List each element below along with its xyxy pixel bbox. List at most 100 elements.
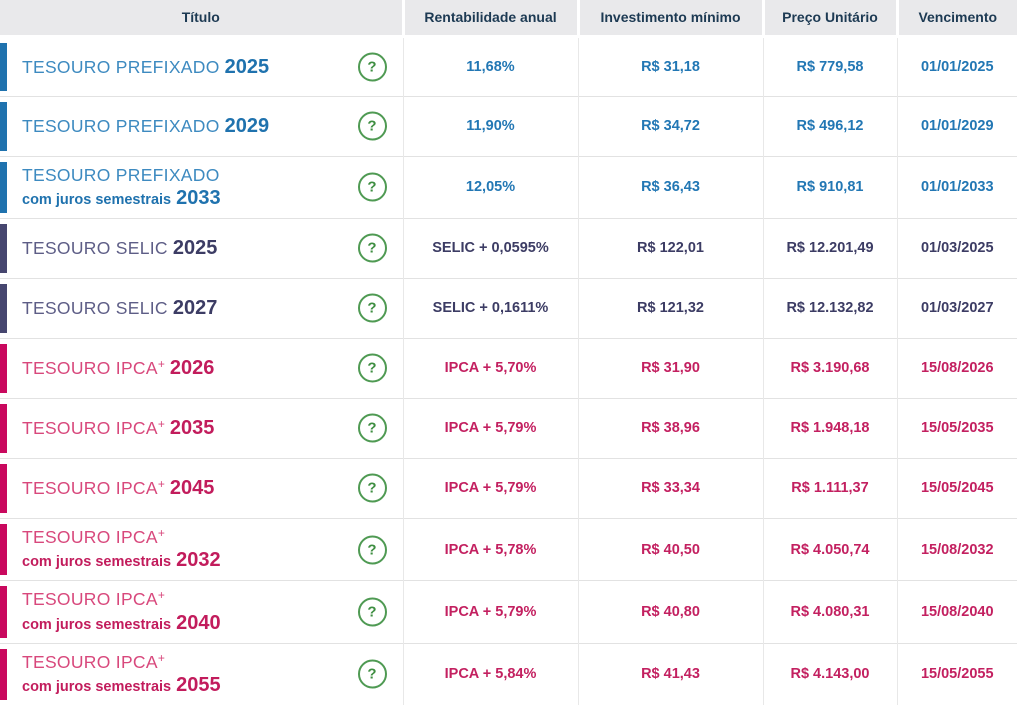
- bond-color-bar: [0, 283, 7, 333]
- maturity-date-value: 15/05/2045: [896, 457, 1017, 519]
- minimum-investment-value: R$ 33,34: [577, 457, 763, 519]
- bond-subtitle-line: com juros semestrais 2055: [22, 673, 351, 697]
- help-icon[interactable]: ?: [357, 597, 387, 627]
- maturity-date-value: 15/08/2032: [896, 517, 1017, 581]
- bond-year: 2027: [172, 297, 218, 320]
- unit-price-value: R$ 779,58: [762, 36, 897, 96]
- bond-color-bar: [0, 223, 7, 273]
- help-icon[interactable]: ?: [357, 473, 387, 503]
- bond-plus-superscript: +: [157, 417, 165, 432]
- unit-price-value: R$ 4.143,00: [762, 642, 897, 706]
- table-header: Título Rentabilidade anual Investimento …: [0, 0, 1017, 38]
- bond-year: 2029: [224, 115, 270, 137]
- bond-title-cell: TESOURO IPCA+ com juros semestrais 2055 ?: [0, 642, 403, 706]
- bond-title-cell: TESOURO IPCA+ 2035 ?: [0, 397, 403, 459]
- unit-price-value: R$ 4.080,31: [762, 580, 897, 644]
- help-icon[interactable]: ?: [357, 172, 387, 202]
- column-header-investimento-minimo: Investimento mínimo: [576, 0, 763, 38]
- help-icon[interactable]: ?: [357, 353, 387, 383]
- bond-year: 2033: [176, 186, 221, 209]
- bond-name: TESOURO IPCA: [22, 589, 158, 610]
- bond-plus-superscript: +: [157, 588, 165, 603]
- table-row[interactable]: TESOURO PREFIXADO 2025 ? 11,68% R$ 31,18 …: [0, 36, 1017, 96]
- minimum-investment-value: R$ 122,01: [577, 217, 763, 279]
- table-row[interactable]: TESOURO IPCA+ com juros semestrais 2032 ?…: [0, 517, 1017, 581]
- unit-price-value: R$ 1.948,18: [762, 397, 897, 459]
- bond-name: TESOURO IPCA: [22, 358, 158, 379]
- maturity-date-value: 15/05/2035: [896, 397, 1017, 459]
- bond-year: 2032: [176, 549, 221, 572]
- help-icon[interactable]: ?: [357, 535, 387, 565]
- bond-year: 2045: [169, 477, 215, 500]
- table-row[interactable]: TESOURO SELIC 2027 ? SELIC + 0,1611% R$ 1…: [0, 277, 1017, 339]
- annual-yield-value: 11,68%: [402, 36, 578, 96]
- help-icon[interactable]: ?: [357, 413, 387, 443]
- bond-name-line: TESOURO PREFIXADO 2025: [22, 55, 351, 79]
- table-row[interactable]: TESOURO PREFIXADO com juros semestrais 20…: [0, 155, 1017, 219]
- bond-color-bar: [0, 463, 7, 513]
- unit-price-value: R$ 3.190,68: [762, 337, 897, 399]
- table-row[interactable]: TESOURO IPCA+ 2035 ? IPCA + 5,79% R$ 38,9…: [0, 397, 1017, 459]
- bond-name: TESOURO SELIC: [22, 238, 168, 259]
- annual-yield-value: SELIC + 0,0595%: [402, 217, 578, 279]
- help-icon[interactable]: ?: [357, 659, 387, 689]
- bond-plus-superscript: +: [157, 477, 165, 492]
- bond-name: TESOURO IPCA: [22, 651, 158, 672]
- unit-price-value: R$ 1.111,37: [762, 457, 897, 519]
- unit-price-value: R$ 12.132,82: [762, 277, 897, 339]
- table-row[interactable]: TESOURO IPCA+ 2045 ? IPCA + 5,79% R$ 33,3…: [0, 457, 1017, 519]
- table-row[interactable]: TESOURO PREFIXADO 2029 ? 11,90% R$ 34,72 …: [0, 95, 1017, 156]
- minimum-investment-value: R$ 121,32: [577, 277, 763, 339]
- bond-color-bar: [0, 101, 7, 151]
- help-icon[interactable]: ?: [357, 111, 387, 141]
- help-icon[interactable]: ?: [357, 52, 387, 81]
- bond-year: 2035: [169, 417, 215, 440]
- column-header-titulo: Título: [0, 0, 403, 38]
- bond-subtitle: com juros semestrais: [22, 554, 172, 571]
- bond-name: TESOURO PREFIXADO: [22, 116, 220, 136]
- bond-name: TESOURO PREFIXADO: [22, 164, 220, 185]
- bond-title-cell: TESOURO IPCA+ com juros semestrais 2032 ?: [0, 517, 403, 581]
- bond-name: TESOURO IPCA: [22, 526, 158, 547]
- annual-yield-value: 12,05%: [402, 155, 578, 219]
- bond-title-cell: TESOURO PREFIXADO com juros semestrais 20…: [0, 155, 403, 219]
- bond-plus-superscript: +: [157, 357, 165, 372]
- table-row[interactable]: TESOURO IPCA+ com juros semestrais 2055 ?…: [0, 642, 1017, 706]
- bond-name: TESOURO IPCA: [22, 478, 158, 499]
- bond-year: 2025: [172, 237, 218, 260]
- annual-yield-value: IPCA + 5,79%: [402, 397, 578, 459]
- maturity-date-value: 01/03/2025: [896, 217, 1017, 279]
- annual-yield-value: IPCA + 5,84%: [402, 642, 578, 706]
- bond-title-cell: TESOURO IPCA+ 2045 ?: [0, 457, 403, 519]
- help-icon[interactable]: ?: [357, 233, 387, 263]
- bond-name-line: TESOURO IPCA+ 2045: [22, 476, 351, 500]
- bond-name-line: TESOURO IPCA+: [22, 652, 351, 673]
- maturity-date-value: 01/01/2025: [896, 36, 1017, 96]
- minimum-investment-value: R$ 38,96: [577, 397, 763, 459]
- help-icon[interactable]: ?: [357, 293, 387, 323]
- unit-price-value: R$ 496,12: [762, 95, 897, 156]
- bond-name-line: TESOURO IPCA+ 2026: [22, 356, 351, 380]
- bond-year: 2026: [169, 357, 215, 380]
- bond-title-cell: TESOURO PREFIXADO 2029 ?: [0, 95, 403, 156]
- table-row[interactable]: TESOURO IPCA+ com juros semestrais 2040 ?…: [0, 580, 1017, 644]
- annual-yield-value: IPCA + 5,79%: [402, 457, 578, 519]
- maturity-date-value: 15/08/2040: [896, 580, 1017, 644]
- annual-yield-value: IPCA + 5,70%: [402, 337, 578, 399]
- bond-title-cell: TESOURO IPCA+ 2026 ?: [0, 337, 403, 399]
- bond-subtitle: com juros semestrais: [22, 616, 172, 633]
- column-header-vencimento: Vencimento: [895, 0, 1017, 38]
- maturity-date-value: 01/01/2029: [896, 95, 1017, 156]
- bond-title-cell: TESOURO PREFIXADO 2025 ?: [0, 36, 403, 96]
- bond-subtitle: com juros semestrais: [22, 191, 172, 208]
- bond-year: 2055: [176, 674, 221, 697]
- table-row[interactable]: TESOURO IPCA+ 2026 ? IPCA + 5,70% R$ 31,9…: [0, 337, 1017, 399]
- bond-color-bar: [0, 403, 7, 453]
- bond-color-bar: [0, 42, 7, 91]
- bond-name: TESOURO SELIC: [22, 298, 168, 319]
- table-row[interactable]: TESOURO SELIC 2025 ? SELIC + 0,0595% R$ 1…: [0, 217, 1017, 279]
- bond-subtitle-line: com juros semestrais 2033: [22, 186, 351, 210]
- bond-name-line: TESOURO IPCA+: [22, 589, 351, 610]
- bond-plus-superscript: +: [157, 650, 165, 665]
